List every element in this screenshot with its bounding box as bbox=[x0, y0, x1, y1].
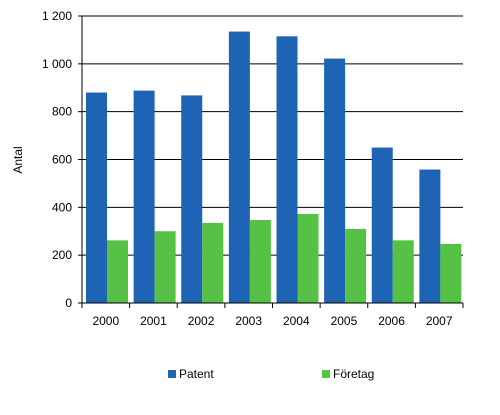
bar-f-retag-2004 bbox=[297, 214, 319, 303]
x-tick-label: 2006 bbox=[378, 314, 405, 328]
x-tick-labels: 2000 2001 2002 2003 2004 2005 2006 2007 bbox=[92, 314, 452, 328]
bar-f-retag-2006 bbox=[392, 240, 414, 303]
bars bbox=[86, 31, 462, 304]
x-tick-label: 2007 bbox=[426, 314, 453, 328]
legend-label: Patent bbox=[179, 367, 214, 381]
x-tick-label: 2004 bbox=[283, 314, 310, 328]
y-tick-labels: 0 200 400 600 800 1 000 1 200 bbox=[42, 9, 72, 310]
y-tick-label: 800 bbox=[52, 105, 72, 119]
x-tick-label: 2001 bbox=[140, 314, 167, 328]
y-tick-label: 400 bbox=[52, 200, 72, 214]
bar-patent-2003 bbox=[228, 31, 250, 303]
y-tick-label: 1 000 bbox=[42, 57, 72, 71]
x-tick-label: 2000 bbox=[92, 314, 119, 328]
legend-swatch-patent bbox=[168, 370, 176, 378]
legend-swatch-f-retag bbox=[322, 370, 330, 378]
legend: Patent Företag bbox=[168, 367, 374, 381]
bar-patent-2000 bbox=[86, 92, 107, 304]
x-tick-label: 2005 bbox=[331, 314, 358, 328]
bar-patent-2001 bbox=[133, 90, 155, 304]
y-tick-label: 200 bbox=[52, 248, 72, 262]
x-tick-label: 2003 bbox=[235, 314, 262, 328]
y-tick-label: 600 bbox=[52, 153, 72, 167]
bar-patent-2005 bbox=[324, 58, 346, 303]
bar-patent-2004 bbox=[276, 36, 298, 304]
y-axis-title: Antal bbox=[11, 146, 25, 173]
bar-f-retag-2001 bbox=[154, 231, 176, 303]
bar-f-retag-2003 bbox=[249, 220, 271, 303]
bar-f-retag-2005 bbox=[345, 228, 367, 303]
bar-f-retag-2000 bbox=[107, 240, 128, 303]
bar-f-retag-2007 bbox=[440, 243, 462, 303]
bar-patent-2006 bbox=[371, 147, 393, 303]
bar-f-retag-2002 bbox=[202, 222, 224, 303]
bar-patent-2007 bbox=[419, 169, 441, 303]
y-tick-label: 0 bbox=[65, 296, 72, 310]
legend-label: Företag bbox=[333, 367, 374, 381]
axes bbox=[78, 15, 464, 308]
y-tick-label: 1 200 bbox=[42, 9, 72, 23]
x-tick-label: 2002 bbox=[188, 314, 215, 328]
bar-patent-2002 bbox=[181, 95, 203, 303]
